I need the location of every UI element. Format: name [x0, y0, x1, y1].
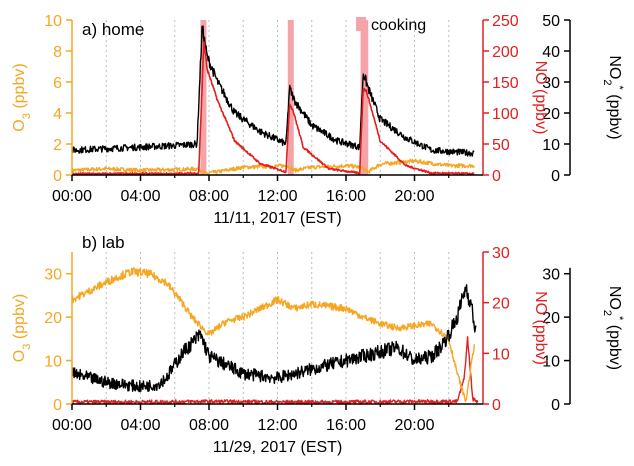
x-tick-label: 12:00 — [257, 417, 297, 434]
x-tick-label: 08:00 — [189, 417, 229, 434]
x-tick-label: 16:00 — [326, 417, 366, 434]
no-tick-label: 0 — [492, 397, 501, 414]
no-tick-label: 250 — [492, 13, 519, 30]
legend-cooking-label: cooking — [371, 17, 426, 34]
o3-tick-label: 2 — [53, 137, 62, 154]
o3-tick-label: 6 — [53, 75, 62, 92]
cooking-period-band — [287, 20, 294, 175]
o3-tick-label: 10 — [44, 13, 62, 30]
axis-title-part: (ppbv) — [606, 90, 623, 140]
no-tick-label: 30 — [492, 245, 510, 262]
cooking-bands — [200, 20, 369, 175]
x-tick-label: 00:00 — [52, 417, 92, 434]
x-tick-label: 20:00 — [394, 417, 434, 434]
o3-tick-label: 20 — [44, 310, 62, 327]
no-axis-title: NO (ppbv) — [532, 61, 549, 135]
no2-tick-label: 10 — [542, 354, 560, 371]
no2-tick-label: 0 — [551, 397, 560, 414]
axis-title-part: 3 — [21, 113, 33, 119]
panel-lab: 0 10 20 30 0 10 20 30 0 10 20 30 00:00 04:00 08:00 12:0… — [11, 233, 625, 456]
axis-title-part: (ppbv) — [606, 320, 623, 370]
axis-title-part: * — [613, 86, 625, 91]
no2-tick-label: 20 — [542, 310, 560, 327]
no-tick-label: 150 — [492, 75, 519, 92]
o3-tick-label: 0 — [53, 397, 62, 414]
no-tick-label: 100 — [492, 106, 519, 123]
x-tick-label: 04:00 — [120, 188, 160, 205]
gridlines — [105, 252, 450, 404]
legend-cooking-swatch — [356, 17, 366, 31]
series-line-o3 — [71, 267, 475, 403]
no2-tick-label: 50 — [542, 13, 560, 30]
panel-label: a) home — [82, 20, 144, 39]
cooking-period-band — [360, 20, 369, 175]
o3-tick-label: 30 — [44, 267, 62, 284]
x-tick-label: 04:00 — [120, 417, 160, 434]
x-axis-title: 11/29, 2017 (EST) — [213, 439, 343, 456]
no-tick-label: 0 — [492, 168, 501, 185]
x-tick-label: 08:00 — [189, 188, 229, 205]
axis-title-part: O — [11, 350, 28, 362]
series-line-no — [71, 41, 475, 176]
axis-title-part: NO — [606, 286, 623, 310]
no2-tick-label: 30 — [542, 75, 560, 92]
cooking-period-band — [200, 20, 207, 175]
no-tick-label: 50 — [492, 137, 510, 154]
no2-tick-label: 30 — [542, 267, 560, 284]
no-tick-label: 10 — [492, 346, 510, 363]
no2-tick-label: 0 — [551, 168, 560, 185]
axis-title-part: 3 — [21, 344, 33, 350]
o3-axis-title: O3 (ppbv) — [11, 63, 33, 131]
o3-tick-label: 0 — [53, 168, 62, 185]
axis-title-part: 2 — [601, 310, 613, 316]
o3-axis-title: O3 (ppbv) — [11, 294, 33, 362]
o3-tick-label: 10 — [44, 354, 62, 371]
legend: cooking — [356, 17, 426, 34]
no-tick-label: 20 — [492, 296, 510, 313]
axis-title-part: 2 — [601, 79, 613, 85]
x-tick-label: 00:00 — [52, 188, 92, 205]
x-tick-label: 12:00 — [257, 188, 297, 205]
no2-axis-title: NO2* (ppbv) — [601, 286, 625, 370]
series-lines — [71, 25, 475, 176]
axis-title-part: * — [613, 316, 625, 321]
panel-label: b) lab — [82, 233, 125, 252]
no2-tick-label: 10 — [542, 137, 560, 154]
o3-tick-label: 8 — [53, 44, 62, 61]
series-lines — [71, 267, 479, 405]
axis-title-part: O — [11, 119, 28, 131]
x-axis-title: 11/11, 2017 (EST) — [213, 210, 341, 227]
no2-tick-label: 40 — [542, 44, 560, 61]
axes: 0 10 20 30 0 10 20 30 0 10 20 30 00:00 04:00 08:00 12:0… — [44, 245, 571, 434]
x-tick-label: 20:00 — [394, 188, 434, 205]
gridlines — [105, 20, 450, 175]
axis-title-part: (ppbv) — [11, 63, 28, 113]
axis-title-part: (ppbv) — [11, 294, 28, 344]
x-tick-label: 16:00 — [326, 188, 366, 205]
no2-tick-label: 20 — [542, 106, 560, 123]
o3-tick-label: 4 — [53, 106, 62, 123]
no-tick-label: 200 — [492, 44, 519, 61]
series-line-no2 — [71, 284, 477, 393]
axis-title-part: NO — [606, 55, 623, 79]
series-line-no2 — [71, 25, 475, 157]
no2-axis-title: NO2* (ppbv) — [601, 55, 625, 139]
series-line-no — [71, 336, 479, 405]
no-axis-title: NO (ppbv) — [532, 291, 549, 365]
